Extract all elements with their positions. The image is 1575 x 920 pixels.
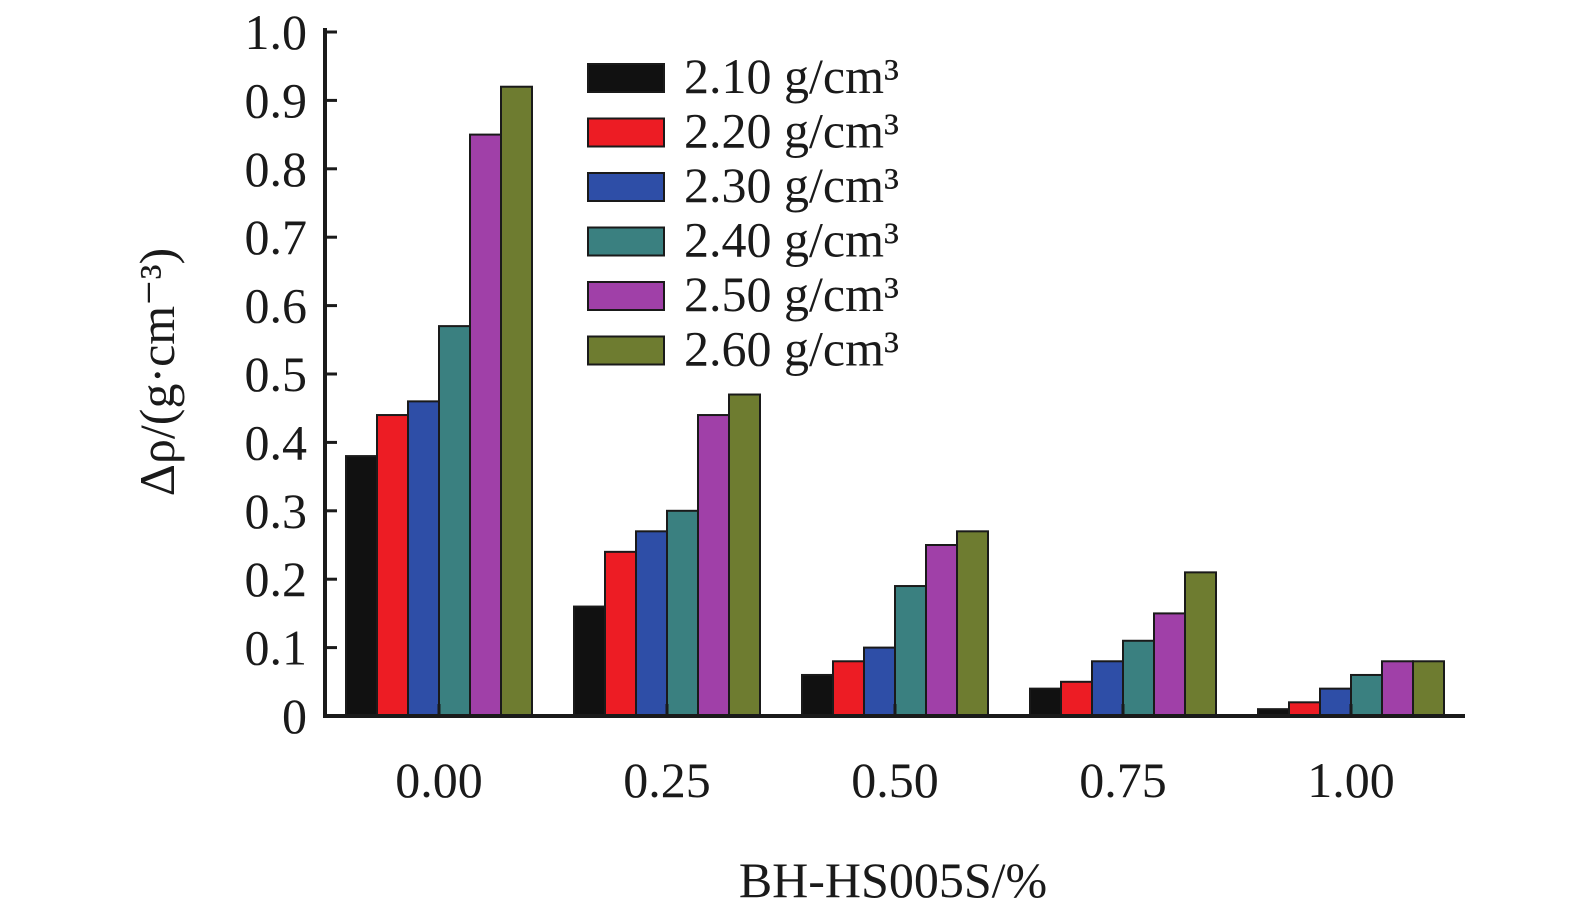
y-tick-label: 1.0 <box>245 4 308 60</box>
legend-label-5: 2.60 g/cm³ <box>684 321 899 377</box>
bars-group <box>345 85 1445 718</box>
bar-0.50-series-2 <box>863 646 896 717</box>
bar-1.00-series-5 <box>1412 660 1445 718</box>
bar-1.00-series-2 <box>1319 687 1352 718</box>
legend-swatch-3 <box>587 226 665 257</box>
bar-0.75-series-5 <box>1184 571 1217 717</box>
bar-0.75-series-1 <box>1060 680 1093 717</box>
bar-0.50-series-0 <box>801 673 834 718</box>
bar-0.50-series-4 <box>925 544 958 717</box>
y-tick-label: 0.2 <box>245 551 308 607</box>
x-axis-label: BH-HS005S/% <box>739 852 1047 908</box>
y-axis-label: Δρ/(g·cm⁻³) <box>129 248 185 496</box>
bar-0.50-series-3 <box>894 585 927 717</box>
bar-0.00-series-5 <box>500 85 533 718</box>
bar-0.75-series-3 <box>1122 639 1155 718</box>
y-tick-label: 0 <box>282 688 307 744</box>
bar-0.75-series-2 <box>1091 660 1124 718</box>
legend-swatch-0 <box>587 63 665 93</box>
legend-label-3: 2.40 g/cm³ <box>684 212 899 268</box>
bar-0.25-series-0 <box>573 605 606 717</box>
x-tick-label: 1.00 <box>1307 752 1395 808</box>
y-tick-label: 0.9 <box>245 72 308 128</box>
bar-0.25-series-5 <box>728 393 761 717</box>
y-tick-label: 0.3 <box>245 483 308 539</box>
bar-1.00-series-1 <box>1288 701 1321 718</box>
legend-swatch-2 <box>587 172 665 202</box>
bar-0.00-series-0 <box>345 455 378 717</box>
bar-0.50-series-1 <box>832 660 865 718</box>
x-tick-label: 0.75 <box>1079 752 1167 808</box>
x-tick-label: 0.00 <box>395 752 483 808</box>
legend-label-2: 2.30 g/cm³ <box>684 157 899 213</box>
legend-label-1: 2.20 g/cm³ <box>684 103 899 159</box>
bar-0.25-series-1 <box>604 550 637 718</box>
y-tick-label: 0.4 <box>245 414 308 470</box>
legend-label-4: 2.50 g/cm³ <box>684 266 899 322</box>
bar-0.75-series-0 <box>1029 687 1062 718</box>
bar-0.00-series-3 <box>438 325 471 717</box>
bar-0.00-series-2 <box>407 400 440 717</box>
legend-label-0: 2.10 g/cm³ <box>684 48 899 104</box>
bar-0.00-series-1 <box>376 414 409 717</box>
legend-swatch-4 <box>587 281 665 311</box>
bar-0.75-series-4 <box>1153 612 1186 718</box>
bar-1.00-series-3 <box>1350 673 1383 718</box>
x-tick-label: 0.50 <box>851 752 939 808</box>
y-tick-label: 0.1 <box>245 620 308 676</box>
bar-0.25-series-4 <box>697 414 730 717</box>
bar-1.00-series-4 <box>1381 660 1414 718</box>
x-tick-label: 0.25 <box>623 752 711 808</box>
y-tick-label: 0.7 <box>245 209 308 265</box>
y-tick-label: 0.8 <box>245 141 308 197</box>
legend-swatch-5 <box>587 335 665 366</box>
y-tick-label: 0.6 <box>245 278 308 334</box>
axes-group: 0 0.1 0.2 0.3 0.4 0.5 0.6 0.7 0.8 0.9 1.0 0.00 0.25 0… <box>245 4 1465 808</box>
y-tick-label: 0.5 <box>245 346 308 402</box>
bar-0.00-series-4 <box>469 133 502 718</box>
legend-swatch-1 <box>587 117 665 148</box>
bar-0.25-series-2 <box>635 530 668 717</box>
bar-0.50-series-5 <box>956 530 989 717</box>
bar-0.25-series-3 <box>666 509 699 717</box>
